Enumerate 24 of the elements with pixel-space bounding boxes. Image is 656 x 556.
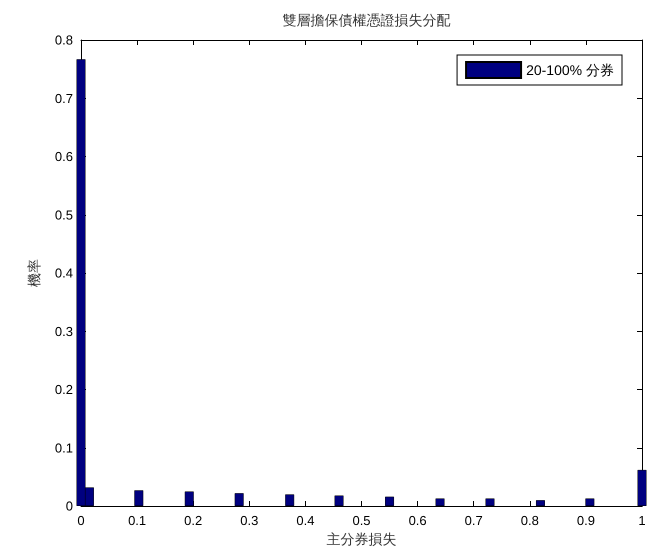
x-tick-label: 0 — [77, 513, 85, 528]
x-tick-label: 0.2 — [184, 513, 202, 528]
x-tick-label: 0.8 — [520, 513, 539, 528]
y-tick-label: 0.6 — [54, 149, 73, 164]
x-tick-label: 0.9 — [576, 513, 595, 528]
y-tick-label: 0.1 — [54, 440, 73, 456]
y-axis-title: 機率 — [26, 259, 42, 287]
y-tick-label: 0.8 — [54, 32, 73, 48]
legend-label: 20-100% 分券 — [526, 62, 614, 78]
y-tick-label: 0.4 — [54, 266, 73, 280]
y-tick-label: 0.5 — [54, 207, 73, 222]
x-tick-label: 0.6 — [408, 513, 427, 528]
x-axis-title: 主分券損失 — [326, 530, 396, 547]
x-tick-label: 1 — [638, 513, 646, 528]
x-tick-label: 0.1 — [128, 513, 146, 528]
y-tick-label: 0 — [66, 498, 73, 514]
y-tick-label: 0.2 — [54, 382, 73, 397]
chart-title: 雙層擔保債權憑證損失分配 — [282, 12, 450, 28]
x-tick-label: 0.4 — [296, 513, 314, 528]
x-tick-label: 0.3 — [240, 513, 258, 528]
y-tick-label: 0.7 — [54, 90, 73, 106]
y-tick-label: 0.3 — [54, 324, 73, 339]
x-tick-label: 0.7 — [464, 513, 483, 528]
x-tick-label: 0.5 — [352, 513, 371, 528]
